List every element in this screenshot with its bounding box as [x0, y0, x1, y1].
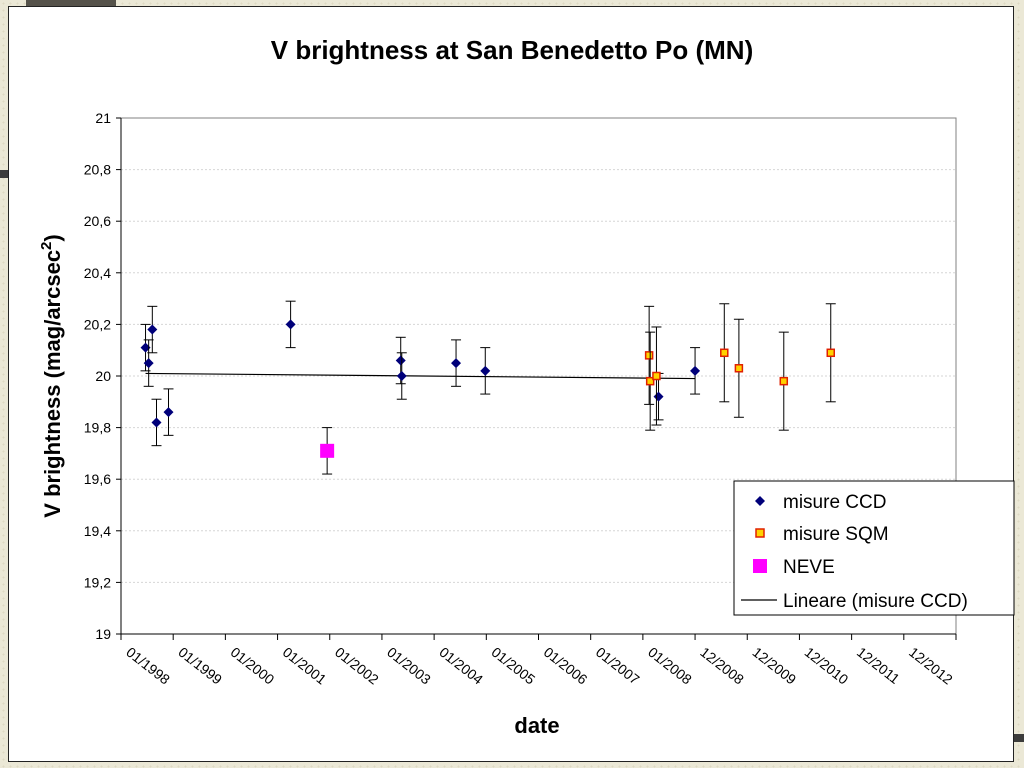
legend-box: [733, 480, 1015, 616]
grid-lines: [121, 169, 956, 583]
y-tick-label: 20: [95, 368, 111, 384]
ccd-point: [140, 342, 151, 353]
y-axis-title-main: V brightness (mag/arcsec: [40, 250, 65, 518]
legend-marker-neve: [753, 559, 767, 573]
legend-marker-sqm: [755, 528, 765, 538]
y-axis-title-close: ): [40, 234, 65, 241]
y-tick-label: 19,6: [84, 471, 111, 487]
ccd-point: [451, 358, 462, 369]
x-tick-label: 01/2006: [541, 644, 591, 688]
sqm-point: [720, 348, 729, 358]
y-tick-label: 20,2: [84, 316, 111, 332]
x-tick-label: 01/2008: [645, 644, 695, 688]
slide-left-decoration: [0, 170, 8, 178]
sqm-point: [652, 371, 661, 381]
ccd-point: [480, 365, 491, 376]
slide-right-decoration: [1012, 734, 1024, 742]
x-tick-label: 12/2008: [697, 644, 747, 688]
legend-label-sqm: misure SQM: [783, 524, 889, 545]
x-axis-title: date: [514, 713, 559, 738]
x-tick-label: 12/2009: [749, 644, 799, 688]
ccd-point: [285, 319, 296, 330]
legend-label-ccd: misure CCD: [783, 492, 886, 513]
x-tick-label: 01/2005: [489, 644, 539, 688]
y-tick-label: 20,6: [84, 213, 111, 229]
ccd-point: [147, 324, 158, 335]
y-axis: 19 19,2 19,4 19,6 19,8 20 20,2 20,4 20,6 20,8 21: [84, 110, 122, 642]
x-tick-label: 01/1998: [123, 644, 173, 688]
y-tick-label: 19,4: [84, 523, 111, 539]
x-tick-label: 01/2001: [280, 644, 330, 688]
x-tick-label: 01/1999: [175, 644, 225, 688]
x-axis: 01/1998 01/1999 01/2000 01/2001 01/2002 01/20…: [120, 633, 957, 688]
legend-marker-ccd: [755, 496, 765, 506]
y-axis-title-superscript: 2: [38, 242, 55, 250]
ccd-point: [396, 371, 407, 381]
sqm-point: [645, 376, 655, 386]
legend-label-neve: NEVE: [783, 557, 835, 578]
ccd-point: [395, 355, 406, 366]
y-tick-label: 19,2: [84, 574, 111, 590]
trendline-layer: [145, 372, 696, 380]
y-tick-label: 19: [95, 626, 111, 642]
x-tick-label: 12/2012: [906, 644, 956, 688]
legend-label-trendline: Lineare (misure CCD): [783, 591, 968, 612]
x-tick-label: 12/2011: [854, 644, 903, 687]
sqm-point: [779, 376, 789, 386]
x-tick-label: 12/2010: [802, 644, 852, 688]
ccd-point: [163, 407, 174, 418]
trendline: [145, 372, 696, 380]
y-tick-label: 19,8: [84, 420, 111, 436]
x-tick-label: 01/2007: [593, 644, 643, 688]
legend: misure CCD misure SQM NEVE Lineare (misu…: [733, 480, 1015, 616]
sqm-point: [644, 351, 654, 360]
ccd-point: [143, 358, 154, 369]
y-tick-label: 21: [95, 110, 111, 126]
ccd-point: [151, 417, 162, 428]
neve-point: [320, 443, 335, 458]
y-tick-label: 20,4: [84, 265, 111, 281]
sqm-point: [734, 364, 744, 373]
slide-corner-decoration: [26, 0, 116, 8]
sqm-point: [826, 348, 835, 358]
x-tick-label: 01/2003: [384, 644, 434, 688]
ccd-point: [690, 365, 701, 376]
y-tick-label: 20,8: [84, 162, 111, 178]
x-tick-label: 01/2004: [436, 644, 486, 688]
y-axis-title: V brightness (mag/arcsec2): [38, 234, 65, 517]
data-points-layer: [140, 300, 836, 475]
x-tick-label: 01/2000: [228, 644, 278, 688]
x-tick-label: 01/2002: [332, 644, 382, 688]
chart-title: V brightness at San Benedetto Po (MN): [271, 35, 754, 65]
